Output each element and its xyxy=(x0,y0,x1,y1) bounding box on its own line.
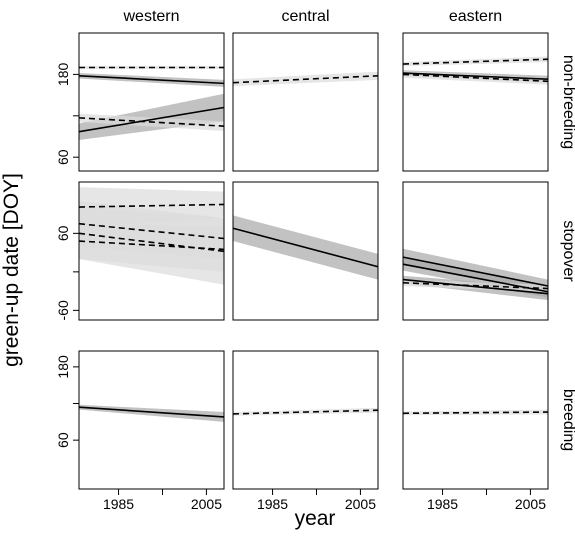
y-tick-label: 180 xyxy=(55,63,71,87)
y-tick-label: -60 xyxy=(55,300,71,320)
panel-frame xyxy=(78,181,225,321)
trend-line xyxy=(78,222,225,240)
trend-line xyxy=(232,409,379,415)
x-tick-label: 1985 xyxy=(103,496,134,512)
row-label: non-breeding xyxy=(560,55,575,149)
trend-line xyxy=(402,58,549,65)
y-tick-label: 60 xyxy=(55,149,71,165)
y-tick-label: 180 xyxy=(55,355,71,379)
panel-frame xyxy=(232,181,379,321)
panel-frame xyxy=(402,181,549,321)
trend-line xyxy=(402,278,549,295)
y-axis-label: green-up date [DOY] xyxy=(0,173,23,367)
row-label: breeding xyxy=(560,389,575,451)
trend-line xyxy=(78,240,225,251)
trend-line xyxy=(402,73,549,83)
row-label: stopover xyxy=(560,220,575,282)
y-tick-label: 60 xyxy=(55,432,71,448)
column-label: western xyxy=(122,8,179,25)
x-tick-label: 2005 xyxy=(345,496,376,512)
x-axis-label: year xyxy=(295,507,336,530)
x-tick-label: 1985 xyxy=(427,496,458,512)
trend-line xyxy=(232,227,379,268)
trend-line xyxy=(402,72,549,81)
trend-line xyxy=(402,281,549,290)
y-tick-label: 60 xyxy=(55,225,71,241)
confidence-band xyxy=(79,404,224,422)
panel-frame xyxy=(232,350,379,490)
trend-line xyxy=(78,106,225,133)
trend-line xyxy=(232,74,379,84)
trend-line xyxy=(78,74,225,85)
column-label: central xyxy=(281,8,329,25)
trend-line xyxy=(78,117,225,127)
panel-frame xyxy=(78,32,225,172)
trend-line xyxy=(78,203,225,208)
confidence-band xyxy=(79,93,224,140)
trend-line xyxy=(78,406,225,418)
x-tick-label: 2005 xyxy=(515,496,546,512)
trend-line xyxy=(402,256,549,287)
panel-frame xyxy=(232,32,379,172)
panel-frame xyxy=(402,32,549,172)
panel-frame xyxy=(402,350,549,490)
column-label: eastern xyxy=(449,8,502,25)
x-tick-label: 2005 xyxy=(191,496,222,512)
panel-frame xyxy=(78,350,225,490)
confidence-band xyxy=(79,223,224,272)
x-tick-label: 1985 xyxy=(257,496,288,512)
trend-line xyxy=(402,411,549,415)
